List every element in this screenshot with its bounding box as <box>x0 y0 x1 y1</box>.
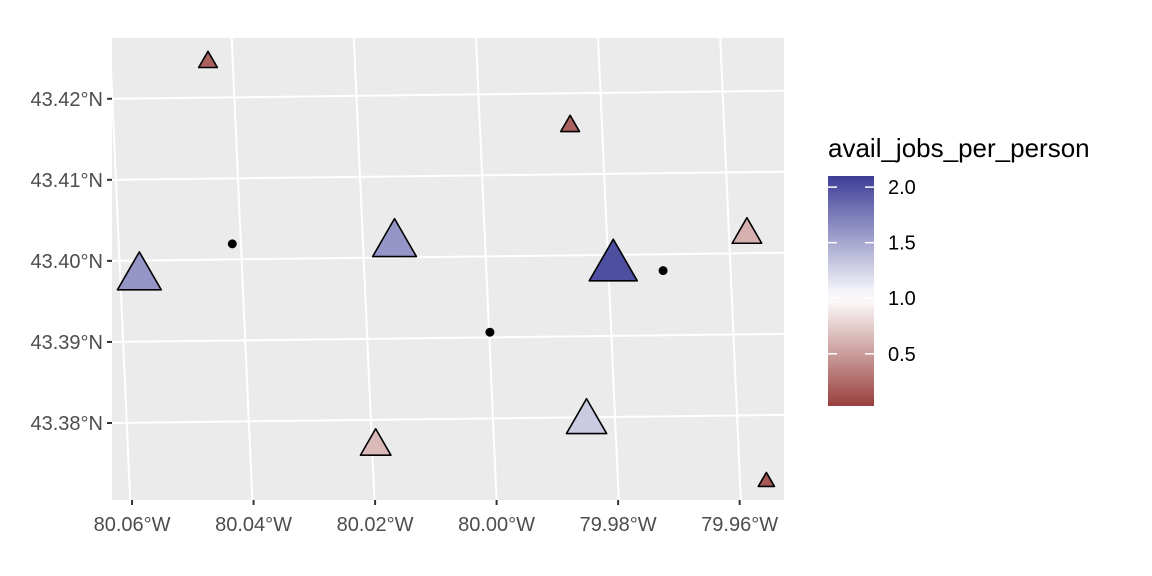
y-tick-label: 43.39°N <box>31 332 104 354</box>
x-tick-label: 80.00°W <box>458 514 535 536</box>
y-tick-label: 43.38°N <box>31 413 104 435</box>
grid-line-meridian <box>352 37 376 501</box>
triangle-marker <box>116 251 163 291</box>
x-tick-label: 79.98°W <box>580 514 657 536</box>
legend-tick-label: 0.5 <box>888 344 916 366</box>
grid-line-parallel <box>111 89 785 100</box>
dot-marker <box>227 239 237 249</box>
legend-title: avail_jobs_per_person <box>828 133 1090 163</box>
legend-tick-label: 1.5 <box>888 233 916 255</box>
grid-line-meridian <box>719 37 742 501</box>
dot-marker <box>658 266 668 276</box>
grid-line-parallel <box>111 170 785 181</box>
triangle-marker <box>731 216 763 245</box>
grid-line-meridian <box>230 37 254 501</box>
legend-tick-label: 2.0 <box>888 177 916 199</box>
panel-background <box>112 38 784 500</box>
x-tick-label: 80.06°W <box>94 514 171 536</box>
triangle-marker <box>197 50 219 69</box>
x-axis: 80.06°W 80.04°W 80.02°W 80.00°W 79.98°W 79.96… <box>94 500 778 536</box>
y-tick-label: 43.42°N <box>31 89 104 111</box>
y-tick-label: 43.41°N <box>31 170 104 192</box>
grid-line-meridian <box>474 37 498 501</box>
triangle-marker <box>565 397 608 435</box>
grid-line-parallel <box>111 413 785 424</box>
legend-ticks: 0.5 1.0 1.5 2.0 <box>828 177 916 366</box>
triangle-marker <box>359 427 392 456</box>
triangle-marker <box>371 217 418 258</box>
legend: avail_jobs_per_person 0.5 1.0 1.5 2.0 <box>828 133 1090 406</box>
grid-line-parallel <box>111 332 785 343</box>
legend-colorbar <box>828 176 874 406</box>
dot-marker <box>485 327 495 337</box>
x-tick-label: 80.04°W <box>215 514 292 536</box>
x-tick-label: 79.96°W <box>701 514 778 536</box>
grid-line-parallel <box>111 251 785 262</box>
triangle-marker <box>559 114 581 133</box>
y-tick-label: 43.40°N <box>31 251 104 273</box>
triangle-marker <box>757 471 776 488</box>
y-axis: 43.38°N 43.39°N 43.40°N 43.41°N 43.42°N <box>31 89 112 435</box>
x-tick-label: 80.02°W <box>337 514 414 536</box>
data-points <box>116 50 776 488</box>
triangle-marker <box>588 238 639 282</box>
legend-tick-label: 1.0 <box>888 288 916 310</box>
